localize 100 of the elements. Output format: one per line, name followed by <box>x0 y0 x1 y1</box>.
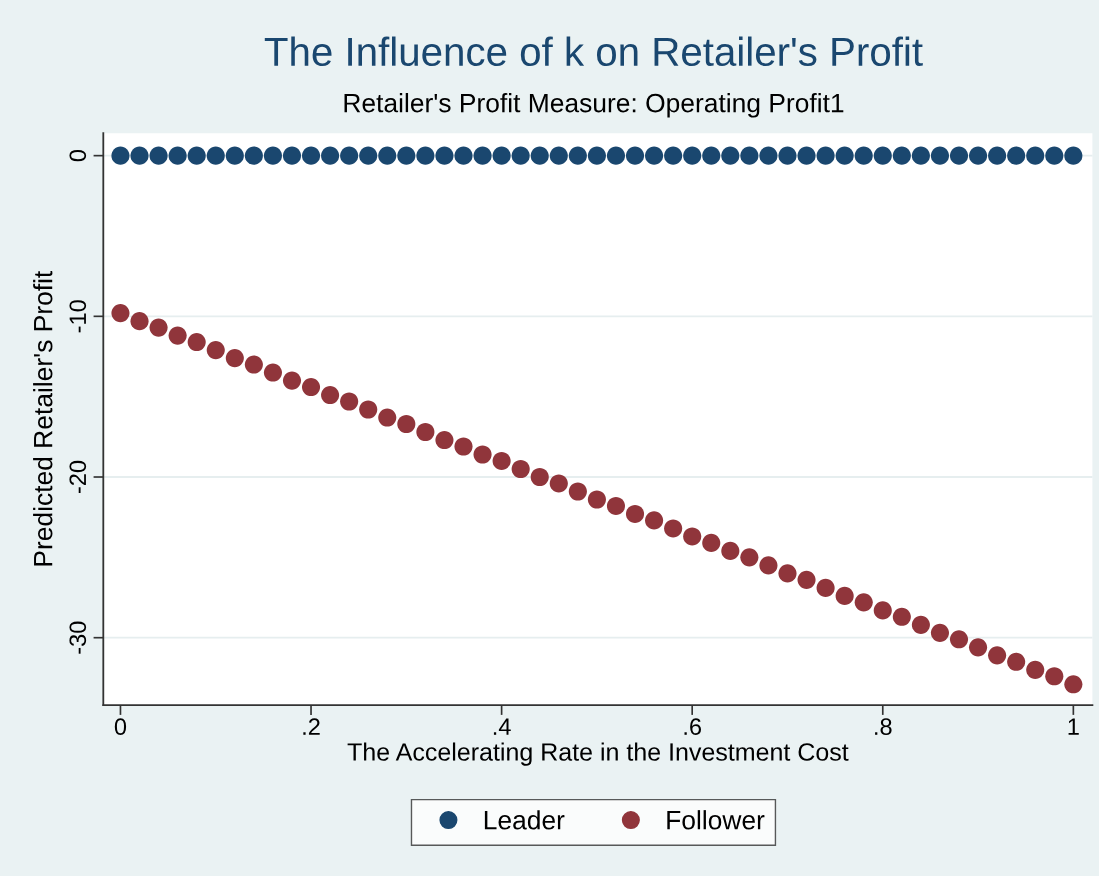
point <box>778 564 797 583</box>
point <box>854 593 873 612</box>
point <box>168 326 187 345</box>
x-tick-label: .6 <box>684 718 701 736</box>
point <box>645 511 664 530</box>
point <box>835 146 854 165</box>
point <box>492 146 511 165</box>
point <box>1026 660 1045 679</box>
point <box>397 414 416 434</box>
point <box>721 146 740 165</box>
point <box>721 541 740 560</box>
point <box>473 146 492 165</box>
point <box>206 341 225 360</box>
point <box>1045 146 1064 165</box>
x-tick-label: .4 <box>493 718 511 735</box>
point <box>988 646 1007 665</box>
point <box>587 146 606 165</box>
point <box>111 146 130 165</box>
point <box>1007 146 1026 165</box>
x-tick-label: .8 <box>875 718 892 736</box>
point <box>340 392 359 411</box>
point <box>625 504 645 524</box>
point <box>435 146 454 165</box>
point <box>301 146 321 165</box>
point <box>1045 667 1064 686</box>
y-tick-label: -30 <box>69 621 87 654</box>
point <box>645 146 664 165</box>
point <box>759 556 778 575</box>
point <box>321 386 340 405</box>
chart-title: The Influence of k on Retailer's Profit <box>264 36 923 67</box>
point <box>473 445 492 464</box>
point <box>606 146 626 165</box>
point <box>740 548 759 567</box>
point <box>835 586 854 605</box>
point <box>969 638 988 657</box>
point <box>282 146 302 165</box>
point <box>130 312 149 331</box>
point <box>1064 146 1083 165</box>
point <box>797 570 816 589</box>
point <box>683 146 702 165</box>
point <box>225 349 244 368</box>
point <box>492 451 511 470</box>
point <box>244 146 263 165</box>
y-tick-label: -10 <box>69 300 87 333</box>
point <box>587 490 606 509</box>
point <box>797 146 816 165</box>
legend-label: Leader <box>484 810 565 830</box>
legend-label: Follower <box>667 810 765 830</box>
point <box>359 400 378 419</box>
point <box>930 623 949 642</box>
point <box>606 496 626 515</box>
chart-subtitle: Retailer's Profit Measure: Operating Profit1 <box>344 93 844 118</box>
point <box>740 146 759 165</box>
point <box>454 437 473 456</box>
point <box>187 146 206 165</box>
point <box>263 146 282 165</box>
point <box>568 146 587 165</box>
point <box>111 304 130 323</box>
point <box>549 146 568 165</box>
point <box>530 467 549 487</box>
point <box>511 459 530 479</box>
point <box>530 146 549 165</box>
point <box>816 578 835 597</box>
point <box>282 371 302 390</box>
point <box>130 146 149 165</box>
point <box>454 146 473 165</box>
point <box>378 408 397 427</box>
point <box>149 146 168 165</box>
point <box>435 431 454 450</box>
point <box>816 146 835 165</box>
point <box>149 318 168 337</box>
point <box>511 146 530 165</box>
point <box>949 146 969 165</box>
point <box>359 146 378 165</box>
y-tick-label: 0 <box>69 150 87 162</box>
point <box>416 422 435 442</box>
y-axis-title: Predicted Retailer's Profit <box>33 270 53 566</box>
point <box>702 146 721 165</box>
point <box>702 533 721 552</box>
x-axis-title: The Accelerating Rate in the Investment Cost <box>347 742 849 766</box>
point <box>988 146 1007 165</box>
point <box>568 482 587 501</box>
point <box>263 363 282 382</box>
point <box>625 146 645 165</box>
point <box>397 146 416 165</box>
point <box>911 615 930 634</box>
point <box>892 607 911 626</box>
point <box>892 146 911 165</box>
point <box>378 146 397 165</box>
point <box>340 146 359 165</box>
point <box>949 630 969 649</box>
point <box>416 146 435 165</box>
point <box>187 332 206 352</box>
point <box>854 146 873 165</box>
point <box>911 146 930 165</box>
x-tick-label: 0 <box>114 718 127 736</box>
point <box>664 519 683 538</box>
point <box>225 146 244 165</box>
point <box>664 146 683 165</box>
point <box>244 355 263 374</box>
